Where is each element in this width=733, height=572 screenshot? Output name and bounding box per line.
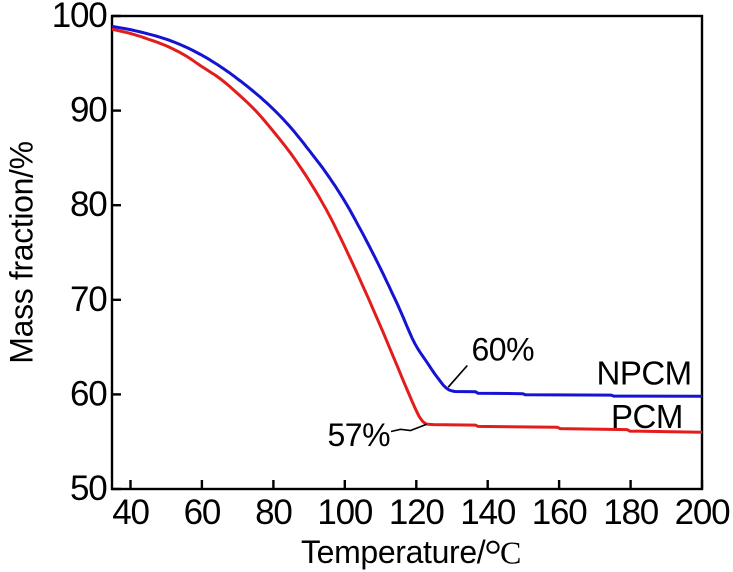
svg-text:90: 90 — [70, 91, 107, 130]
svg-text:NPCM: NPCM — [597, 355, 692, 392]
svg-text:120: 120 — [389, 493, 445, 532]
svg-text:140: 140 — [460, 493, 516, 532]
svg-text:Temperature/: Temperature/ — [301, 534, 486, 570]
svg-text:80: 80 — [70, 185, 107, 224]
svg-text:100: 100 — [317, 493, 373, 532]
svg-text:50: 50 — [70, 469, 107, 508]
svg-text:PCM: PCM — [611, 398, 683, 435]
svg-text:Mass fraction/%: Mass fraction/% — [4, 141, 40, 363]
svg-text:70: 70 — [70, 280, 107, 319]
svg-text:100: 100 — [52, 0, 108, 35]
svg-text:160: 160 — [532, 493, 588, 532]
svg-text:180: 180 — [603, 493, 659, 532]
svg-text:60%: 60% — [472, 332, 535, 368]
svg-text:57%: 57% — [328, 417, 391, 453]
svg-text:40: 40 — [112, 493, 149, 532]
svg-text:60: 60 — [70, 374, 107, 413]
svg-text:60: 60 — [184, 493, 221, 532]
svg-text:200: 200 — [675, 493, 731, 532]
svg-text:C: C — [500, 535, 521, 571]
svg-text:80: 80 — [255, 493, 292, 532]
